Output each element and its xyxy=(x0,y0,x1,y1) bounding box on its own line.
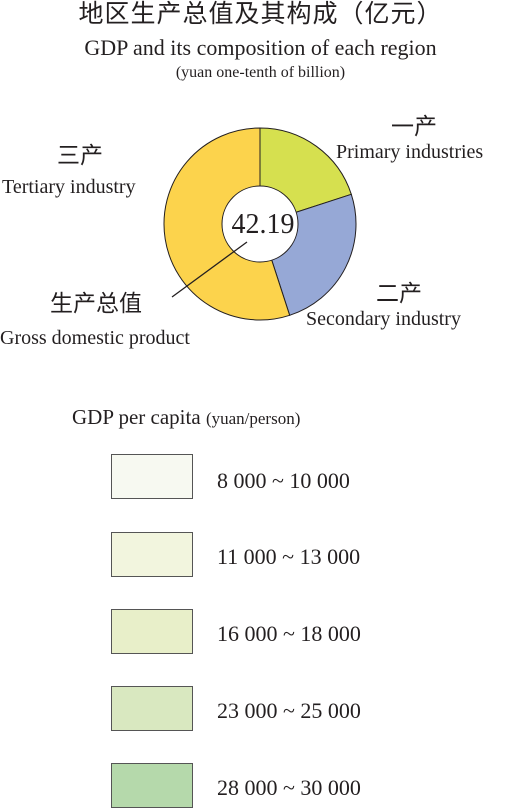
legend-title-text: GDP per capita xyxy=(72,405,201,429)
title-chinese: 地区生产总值及其构成（亿元） xyxy=(78,1,443,28)
label-tertiary-en: Tertiary industry xyxy=(2,176,136,198)
legend-label-3: 16 000 ~ 18 000 xyxy=(217,621,361,646)
label-secondary-zh: 二产 xyxy=(376,281,422,306)
gdp-composition-chart: 42.19 xyxy=(163,127,357,321)
legend-label-4: 23 000 ~ 25 000 xyxy=(217,698,361,723)
total-leader-line xyxy=(171,241,248,298)
title-english: GDP and its composition of each region xyxy=(84,35,437,60)
legend-swatch-5 xyxy=(111,763,193,808)
legend-label-1: 8 000 ~ 10 000 xyxy=(217,468,350,493)
legend-swatch-4 xyxy=(111,686,193,731)
label-tertiary-zh: 三产 xyxy=(57,143,103,168)
legend-label-5: 28 000 ~ 30 000 xyxy=(217,775,361,800)
center-value: 42.19 xyxy=(232,209,295,240)
label-secondary-en: Secondary industry xyxy=(306,308,461,330)
legend-label-2: 11 000 ~ 13 000 xyxy=(217,544,361,569)
legend-title-unit: (yuan/person) xyxy=(205,409,301,428)
legend-swatch-3 xyxy=(111,609,193,654)
label-total-zh: 生产总值 xyxy=(50,291,142,316)
legend-swatch-1 xyxy=(111,454,193,499)
label-total-en: Gross domestic product xyxy=(0,327,190,349)
label-primary-zh: 一产 xyxy=(391,114,437,139)
donut-hole xyxy=(221,185,299,263)
label-primary-en: Primary industries xyxy=(336,141,484,163)
legend-swatch-2 xyxy=(111,532,193,577)
legend-title: GDP per capita (yuan/person) xyxy=(72,404,300,432)
title-unit: (yuan one-tenth of billion) xyxy=(175,64,346,81)
